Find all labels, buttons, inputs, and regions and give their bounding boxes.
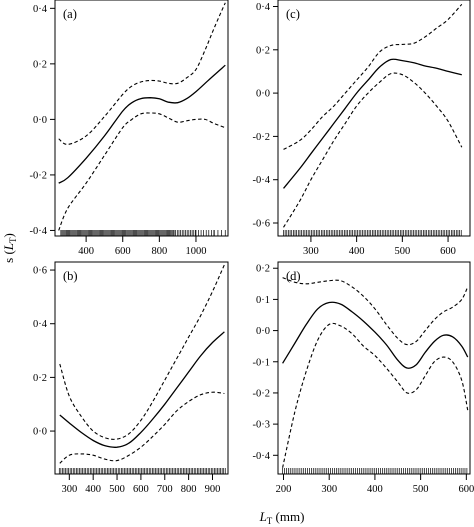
x-axis-title: LT (mm) xyxy=(259,509,305,526)
x-tick-label-b-3: 600 xyxy=(133,484,149,495)
x-tick-label-d-4: 600 xyxy=(458,484,474,495)
x-tick-label-c-1: 400 xyxy=(349,246,365,257)
y-axis-title-main: s xyxy=(1,258,16,263)
panel-label-a: (a) xyxy=(63,7,77,21)
y-tick-label-c-1: -0·4 xyxy=(253,175,271,186)
plot-frame-a xyxy=(54,0,229,237)
x-axis-title-unit: (mm) xyxy=(276,509,305,524)
fit-curve-b xyxy=(59,331,225,448)
x-tick-label-c-0: 300 xyxy=(303,246,319,257)
y-tick-label-d-3: -0·1 xyxy=(253,357,271,368)
x-tick-label-b-5: 800 xyxy=(181,484,197,495)
panel-label-c: (c) xyxy=(286,7,300,21)
x-tick-label-b-6: 900 xyxy=(205,484,221,495)
y-tick-label-b-3: 0·6 xyxy=(33,266,47,277)
y-tick-label-c-4: 0·2 xyxy=(256,45,270,56)
x-axis-title-subscript: T xyxy=(267,516,273,526)
x-axis-title-symbol: L xyxy=(259,509,267,524)
lower-curve-b xyxy=(59,391,225,464)
x-tick-label-c-2: 500 xyxy=(394,246,410,257)
panel-b: 0·0 0·2 0·4 0·6 300 400 500 600 700 800 900 (b) xyxy=(33,261,229,495)
fit-curve-a xyxy=(58,64,226,184)
upper-curve-d xyxy=(282,277,469,346)
panel-d: -0·4 -0·3 -0·2 -0·1 0·0 0·1 0·2 200 300 400 500 600… xyxy=(253,261,474,495)
y-tick-label-a-2: 0·0 xyxy=(33,115,47,126)
y-tick-label-c-0: -0·6 xyxy=(253,219,271,230)
y-tick-label-a-0: -0·4 xyxy=(30,226,48,237)
x-tick-label-d-0: 200 xyxy=(276,484,292,495)
y-tick-label-b-2: 0·4 xyxy=(33,319,48,330)
y-tick-label-d-1: -0·3 xyxy=(253,420,271,431)
upper-curve-a xyxy=(58,2,226,145)
lower-curve-a xyxy=(58,112,226,231)
x-tick-label-d-1: 300 xyxy=(321,484,337,495)
panel-a: -0·4 -0·2 0·0 0·2 0·4 400 600 800 1000 (a) xyxy=(30,0,229,257)
fit-curve-d xyxy=(282,301,469,369)
x-tick-label-b-2: 500 xyxy=(109,484,125,495)
lower-curve-d xyxy=(282,322,469,468)
y-tick-label-a-3: 0·2 xyxy=(33,59,47,70)
lower-curve-c xyxy=(283,72,463,228)
y-tick-label-d-6: 0·2 xyxy=(256,264,270,275)
upper-curve-c xyxy=(283,3,463,150)
rug-d xyxy=(282,468,468,474)
x-tick-label-b-1: 400 xyxy=(85,484,101,495)
y-tick-label-b-0: 0·0 xyxy=(33,427,47,438)
x-tick-label-a-1: 600 xyxy=(115,246,131,257)
y-axis-title: s (LT) xyxy=(1,233,18,263)
plot-frame-d xyxy=(277,261,471,475)
rug-c xyxy=(283,230,462,236)
y-tick-label-d-4: 0·0 xyxy=(256,326,270,337)
x-tick-label-b-0: 300 xyxy=(61,484,77,495)
y-tick-label-c-3: 0·0 xyxy=(256,89,270,100)
x-tick-label-a-2: 800 xyxy=(151,246,167,257)
panel-label-d: (d) xyxy=(286,269,301,283)
rug-b xyxy=(58,468,226,474)
fit-curve-c xyxy=(282,58,462,189)
panel-label-b: (b) xyxy=(63,269,78,283)
x-tick-label-a-0: 400 xyxy=(78,246,94,257)
y-axis-title-symbol: L xyxy=(1,243,16,251)
panel-c: -0·6 -0·4 -0·2 0·0 0·2 0·4 300 400 500 600 (c) xyxy=(253,0,471,257)
plot-frame-b xyxy=(54,261,229,475)
x-tick-label-d-2: 400 xyxy=(367,484,383,495)
y-axis-title-subscript: T xyxy=(8,237,18,243)
y-tick-label-c-2: -0·2 xyxy=(253,132,271,143)
rug-a xyxy=(60,230,226,236)
plot-frame-c xyxy=(277,0,471,237)
x-tick-label-c-3: 600 xyxy=(440,246,456,257)
y-tick-label-a-1: -0·2 xyxy=(30,170,48,181)
y-tick-label-d-2: -0·2 xyxy=(253,388,271,399)
y-tick-label-d-5: 0·1 xyxy=(256,295,270,306)
y-tick-label-d-0: -0·4 xyxy=(253,451,271,462)
x-tick-label-d-3: 500 xyxy=(413,484,429,495)
y-tick-label-c-5: 0·4 xyxy=(256,2,271,13)
y-tick-label-b-1: 0·2 xyxy=(33,373,47,384)
upper-curve-b xyxy=(59,264,225,440)
y-tick-label-a-4: 0·4 xyxy=(33,4,48,15)
x-tick-label-a-3: 1000 xyxy=(185,246,206,257)
x-tick-label-b-4: 700 xyxy=(157,484,173,495)
